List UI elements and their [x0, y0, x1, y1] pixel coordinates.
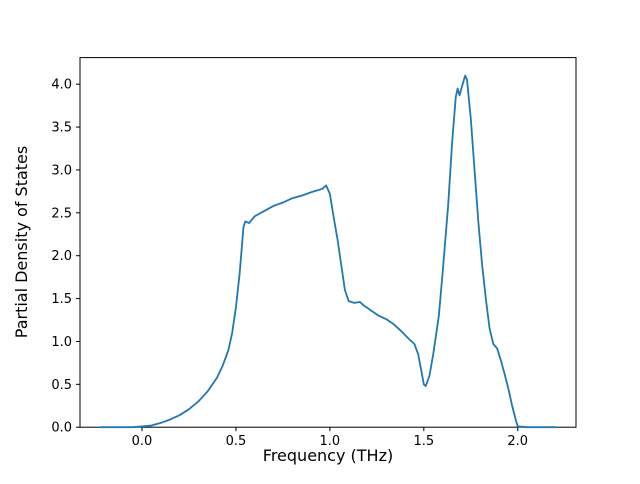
x-tick-label: 1.0	[320, 434, 341, 449]
y-tick-label: 4.0	[51, 78, 72, 93]
x-tick-label: 0.0	[132, 434, 153, 449]
y-tick-label: 3.0	[51, 163, 72, 178]
x-axis-label: Frequency (THz)	[263, 446, 393, 465]
plot-area: 0.0 0.5 1.0 1.5 2.0 0.0 0.5 1.0 1.5 2.0 2.5 3.0 3.5 4…	[51, 57, 577, 449]
y-axis-label: Partial Density of States	[12, 146, 31, 338]
y-tick-label: 1.0	[51, 335, 72, 350]
y-tick-label: 1.5	[51, 292, 72, 307]
axes-spines	[79, 57, 577, 428]
y-tick-label: 0.5	[51, 378, 72, 393]
y-tick-label: 0.0	[51, 421, 72, 436]
y-tick-label: 3.5	[51, 121, 72, 136]
x-tick-label: 1.5	[413, 434, 434, 449]
x-tick-label: 2.0	[507, 434, 528, 449]
x-tick-label: 0.5	[226, 434, 247, 449]
y-tick-label: 2.0	[51, 249, 72, 264]
y-tick-label: 2.5	[51, 206, 72, 221]
pdos-line	[99, 74, 557, 429]
